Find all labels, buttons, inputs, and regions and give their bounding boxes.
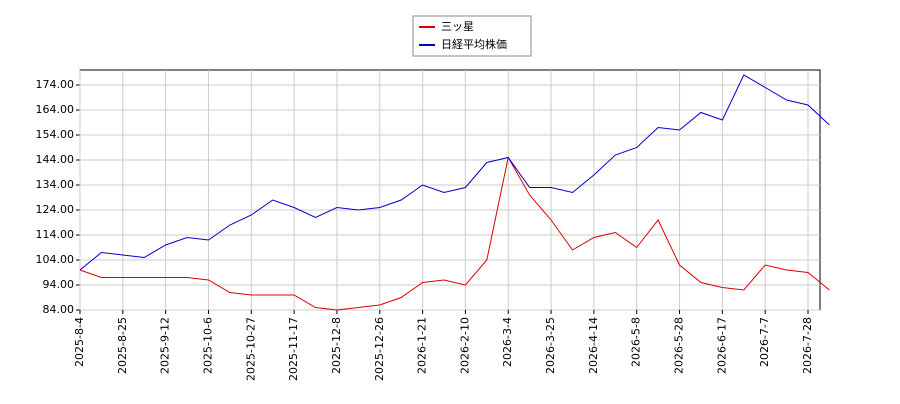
x-tick-label: 2025-10-6	[201, 317, 214, 374]
legend-label: 日経平均株価	[441, 37, 507, 51]
x-tick-label: 2026-3-25	[544, 317, 557, 374]
y-tick-label: 94.00	[43, 278, 75, 291]
x-tick-label: 2025-8-4	[73, 317, 86, 367]
legend-label: 三ッ星	[441, 20, 474, 33]
x-tick-label: 2025-12-26	[373, 317, 386, 381]
y-tick-label: 134.00	[36, 178, 75, 191]
x-tick-label: 2026-5-8	[630, 317, 643, 367]
x-tick-label: 2025-9-12	[159, 317, 172, 374]
x-tick-label: 2026-7-7	[758, 317, 771, 367]
plot-area	[79, 69, 821, 311]
y-tick-label: 174.00	[36, 78, 75, 91]
y-tick-label: 84.00	[43, 303, 75, 316]
x-tick-label: 2025-10-27	[244, 317, 257, 381]
legend-box	[412, 15, 532, 57]
x-tick-label: 2026-7-28	[801, 317, 814, 374]
y-tick-label: 104.00	[36, 253, 75, 266]
x-tick-label: 2025-11-17	[287, 317, 300, 381]
y-tick-label: 164.00	[36, 103, 75, 116]
y-tick-label: 114.00	[36, 228, 75, 241]
series-line	[79, 74, 830, 271]
x-tick-label: 2026-1-21	[416, 317, 429, 374]
x-tick-label: 2025-8-25	[116, 317, 129, 374]
y-tick-label: 124.00	[36, 203, 75, 216]
y-tick-label: 144.00	[36, 153, 75, 166]
x-tick-label: 2026-3-4	[501, 317, 514, 367]
x-tick-label: 2026-6-17	[715, 317, 728, 374]
x-tick-label: 2025-12-8	[330, 317, 343, 374]
x-tick-label: 2026-2-10	[458, 317, 471, 374]
x-tick-label: 2026-4-14	[587, 317, 600, 374]
y-tick-label: 154.00	[36, 128, 75, 141]
x-tick-label: 2026-5-28	[673, 317, 686, 374]
series-line	[79, 156, 830, 311]
